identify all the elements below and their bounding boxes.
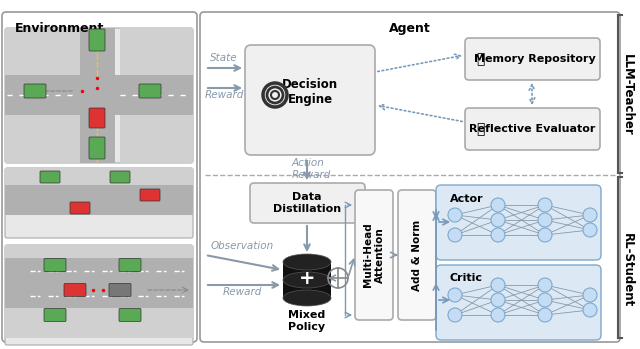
Circle shape (538, 213, 552, 227)
Circle shape (491, 198, 505, 212)
FancyBboxPatch shape (119, 259, 141, 272)
Text: 🦾: 🦾 (476, 122, 484, 136)
Bar (5, 258, 193, 283)
Text: Observation: Observation (211, 241, 274, 251)
Bar (5, 308, 193, 338)
Text: Memory Repository: Memory Repository (474, 54, 596, 64)
Bar (5, 75, 193, 115)
Text: Actor: Actor (450, 194, 484, 204)
FancyBboxPatch shape (398, 190, 436, 320)
Text: Action
Reward: Action Reward (292, 158, 332, 180)
FancyBboxPatch shape (89, 137, 105, 159)
FancyBboxPatch shape (140, 189, 160, 201)
Text: RL-Student: RL-Student (621, 233, 634, 307)
Bar (5, 168, 193, 185)
Text: Add & Norm: Add & Norm (412, 220, 422, 291)
FancyBboxPatch shape (465, 38, 600, 80)
FancyBboxPatch shape (465, 108, 600, 150)
Bar (120, 28, 193, 75)
FancyBboxPatch shape (24, 84, 46, 98)
Circle shape (583, 208, 597, 222)
FancyBboxPatch shape (119, 309, 141, 321)
Text: Environment: Environment (15, 22, 105, 35)
Text: 🧠: 🧠 (476, 52, 484, 66)
Circle shape (491, 308, 505, 322)
FancyBboxPatch shape (89, 29, 105, 51)
Text: Reflective Evaluator: Reflective Evaluator (469, 124, 595, 134)
Text: +: + (299, 268, 316, 288)
PathPatch shape (5, 168, 80, 185)
Bar (5, 115, 80, 163)
FancyBboxPatch shape (44, 259, 66, 272)
FancyBboxPatch shape (5, 168, 193, 238)
Text: Reward: Reward (222, 287, 262, 297)
Circle shape (583, 223, 597, 237)
Circle shape (491, 228, 505, 242)
Circle shape (583, 288, 597, 302)
FancyBboxPatch shape (64, 283, 86, 297)
Text: Mixed
Policy: Mixed Policy (289, 310, 326, 332)
Bar (5, 245, 193, 258)
Text: Data
Distillation: Data Distillation (273, 192, 341, 214)
Bar (120, 115, 193, 163)
Circle shape (538, 308, 552, 322)
FancyBboxPatch shape (245, 45, 375, 155)
Bar (5, 283, 193, 308)
Text: Reward: Reward (204, 90, 244, 100)
Text: Decision
Engine: Decision Engine (282, 78, 338, 106)
Circle shape (448, 308, 462, 322)
FancyBboxPatch shape (2, 12, 197, 342)
Ellipse shape (283, 254, 331, 270)
Circle shape (448, 288, 462, 302)
FancyBboxPatch shape (355, 190, 393, 320)
FancyBboxPatch shape (5, 28, 193, 163)
FancyBboxPatch shape (70, 202, 90, 214)
Text: Critic: Critic (450, 273, 483, 283)
FancyBboxPatch shape (44, 309, 66, 321)
Text: Multi-Head
Attention: Multi-Head Attention (364, 223, 385, 287)
Circle shape (448, 208, 462, 222)
FancyBboxPatch shape (89, 108, 105, 128)
Ellipse shape (283, 272, 331, 288)
FancyBboxPatch shape (250, 183, 365, 223)
Text: Agent: Agent (389, 22, 431, 35)
Text: LLM-Teacher: LLM-Teacher (621, 54, 634, 136)
FancyBboxPatch shape (40, 171, 60, 183)
Ellipse shape (283, 290, 331, 306)
FancyBboxPatch shape (5, 245, 193, 345)
Bar (283, 262, 331, 280)
Circle shape (491, 213, 505, 227)
Circle shape (583, 303, 597, 317)
FancyBboxPatch shape (200, 12, 620, 342)
Bar (283, 280, 331, 298)
Circle shape (538, 293, 552, 307)
FancyBboxPatch shape (110, 171, 130, 183)
Bar (5, 28, 80, 75)
Bar (5, 185, 193, 215)
Circle shape (538, 278, 552, 292)
FancyBboxPatch shape (139, 84, 161, 98)
FancyBboxPatch shape (109, 283, 131, 297)
Circle shape (491, 293, 505, 307)
Circle shape (448, 228, 462, 242)
Circle shape (491, 278, 505, 292)
Bar (80, 28, 115, 163)
FancyBboxPatch shape (436, 185, 601, 260)
Circle shape (538, 198, 552, 212)
Text: State: State (210, 53, 238, 63)
FancyBboxPatch shape (436, 265, 601, 340)
Circle shape (538, 228, 552, 242)
